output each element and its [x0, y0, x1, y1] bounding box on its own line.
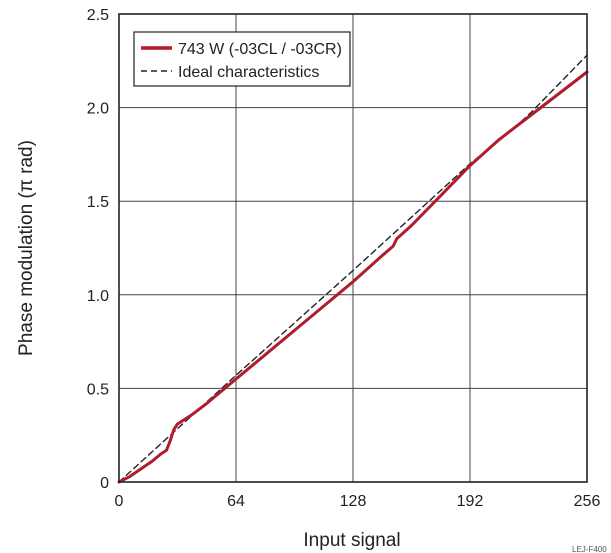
x-tick-labels: 0 64 128 192 256 — [115, 493, 601, 510]
x-axis-title: Input signal — [303, 530, 400, 551]
x-tick-label-256: 256 — [574, 493, 601, 510]
series-layer — [117, 54, 589, 484]
y-tick-label-0: 0 — [100, 475, 109, 492]
y-tick-label-1-0: 1.0 — [87, 288, 109, 305]
legend-label-measured: 743 W (-03CL / -03CR) — [178, 41, 342, 58]
y-tick-label-2-5: 2.5 — [87, 7, 109, 24]
x-tick-label-192: 192 — [457, 493, 484, 510]
plot-frame — [118, 13, 588, 483]
legend: 743 W (-03CL / -03CR) Ideal characterist… — [133, 31, 351, 87]
figure-code: LEJ-F400 — [572, 545, 607, 553]
y-tick-label-0-5: 0.5 — [87, 381, 109, 398]
x-tick-label-0: 0 — [115, 493, 124, 510]
x-tick-label-128: 128 — [340, 493, 367, 510]
legend-label-ideal: Ideal characteristics — [178, 64, 319, 81]
series-line-measured — [117, 70, 589, 484]
legend-box — [133, 31, 351, 87]
grid — [119, 14, 587, 482]
y-tick-labels: 0 0.5 1.0 1.5 2.0 2.5 — [87, 7, 109, 492]
y-tick-label-1-5: 1.5 — [87, 194, 109, 211]
x-tick-label-64: 64 — [227, 493, 245, 510]
y-tick-label-2-0: 2.0 — [87, 101, 109, 118]
y-axis-title: Phase modulation (π rad) — [16, 140, 37, 356]
